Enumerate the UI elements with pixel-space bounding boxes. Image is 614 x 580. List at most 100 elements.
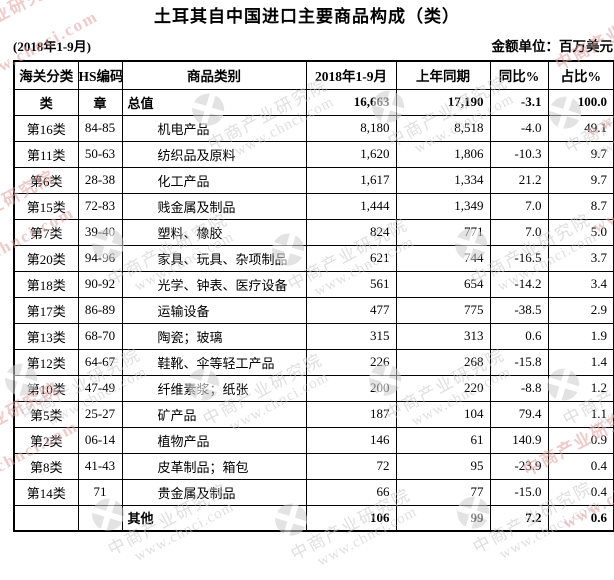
- cell-hs-chapter: 68-70: [77, 322, 123, 350]
- cell-category: 第13类: [13, 322, 79, 350]
- col-header-commodity-category: 商品类别: [121, 60, 307, 90]
- cell-value-prev: 1,334: [395, 166, 491, 194]
- cell-yoy-pct: 21.2: [489, 166, 549, 194]
- table-row: 第8类 41-43 皮革制品；箱包 72 95 -23.9 0.4: [13, 452, 614, 480]
- cell-category: 第16类: [13, 114, 79, 142]
- cell-hs-chapter: 25-27: [77, 400, 123, 428]
- cell-yoy-pct: 140.9: [489, 426, 549, 454]
- cell-share-pct: 9.7: [547, 166, 614, 194]
- cell-category: 第20类: [13, 244, 79, 272]
- cell-value-2018: 187: [305, 400, 397, 428]
- cell-share-pct: 1.9: [547, 322, 614, 350]
- col-header-hs-code: HS编码: [77, 60, 123, 90]
- header-row: 海关分类 HS编码 商品类别 2018年1-9月 上年同期 同比% 占比%: [13, 60, 614, 90]
- table-row: 第15类 72-83 贱金属及制品 1,444 1,349 7.0 8.7: [13, 192, 614, 220]
- cell-commodity-name: 植物产品: [121, 426, 307, 454]
- cell-category: 第10类: [13, 374, 79, 402]
- unit-note: 金额单位：百万美元: [491, 39, 614, 54]
- cell-yoy-pct: -38.5: [489, 296, 549, 324]
- cell-yoy-pct: -14.2: [489, 270, 549, 298]
- cell-share-pct: 49.1: [547, 114, 614, 142]
- col-header-share-pct: 占比%: [547, 60, 614, 90]
- cell-category: 第2类: [13, 426, 79, 454]
- cell-hs-chapter: 84-85: [77, 114, 123, 142]
- cell-commodity-name: 家具、玩具、杂项制品: [121, 244, 307, 272]
- cell-value-prev: 313: [395, 322, 491, 350]
- cell-value-2018: 1,617: [305, 166, 397, 194]
- cell-value-prev: 17,190: [395, 88, 491, 116]
- cell-value-2018: 1,444: [305, 192, 397, 220]
- cell-value-2018: 477: [305, 296, 397, 324]
- cell-share-pct: 5.0: [547, 218, 614, 246]
- cell-commodity-name: 皮革制品；箱包: [121, 452, 307, 480]
- cell-commodity-name: 贱金属及制品: [121, 192, 307, 220]
- table-row: 类 章 总值 16,663 17,190 -3.1 100.0: [13, 88, 614, 116]
- cell-value-prev: 771: [395, 218, 491, 246]
- cell-yoy-pct: -15.0: [489, 478, 549, 506]
- cell-category: 第15类: [13, 192, 79, 220]
- table-row: 第13类 68-70 陶瓷；玻璃 315 313 0.6 1.9: [13, 322, 614, 350]
- cell-value-2018: 200: [305, 374, 397, 402]
- cell-commodity-name: 总值: [121, 88, 307, 116]
- table-row: 第5类 25-27 矿产品 187 104 79.4 1.1: [13, 400, 614, 428]
- cell-yoy-pct: -23.9: [489, 452, 549, 480]
- cell-yoy-pct: -10.3: [489, 140, 549, 168]
- cell-hs-chapter: 41-43: [77, 452, 123, 480]
- cell-commodity-name: 塑料、橡胶: [121, 218, 307, 246]
- table-row: 第18类 90-92 光学、钟表、医疗设备 561 654 -14.2 3.4: [13, 270, 614, 298]
- cell-commodity-name: 陶瓷；玻璃: [121, 322, 307, 350]
- cell-category: 第5类: [13, 400, 79, 428]
- cell-hs-chapter: 64-67: [77, 348, 123, 376]
- cell-value-2018: 226: [305, 348, 397, 376]
- cell-category: [13, 504, 79, 532]
- cell-yoy-pct: 79.4: [489, 400, 549, 428]
- cell-share-pct: 3.4: [547, 270, 614, 298]
- cell-value-prev: 8,518: [395, 114, 491, 142]
- cell-share-pct: 3.7: [547, 244, 614, 272]
- table-row: 第16类 84-85 机电产品 8,180 8,518 -4.0 49.1: [13, 114, 614, 142]
- meta-row: (2018年1-9月) 金额单位：百万美元: [13, 35, 613, 55]
- cell-share-pct: 1.4: [547, 348, 614, 376]
- cell-yoy-pct: 7.2: [489, 504, 549, 532]
- cell-value-2018: 106: [305, 504, 397, 532]
- cell-hs-chapter: 94-96: [77, 244, 123, 272]
- cell-value-2018: 66: [305, 478, 397, 506]
- table-row: 第10类 47-49 纤维素浆；纸张 200 220 -8.8 1.2: [13, 374, 614, 402]
- table-row: 第11类 50-63 纺织品及原料 1,620 1,806 -10.3 9.7: [13, 140, 614, 168]
- table-body: 类 章 总值 16,663 17,190 -3.1 100.0 第16类 84-…: [13, 88, 614, 532]
- cell-value-prev: 77: [395, 478, 491, 506]
- table-row: 第17类 86-89 运输设备 477 775 -38.5 2.9: [13, 296, 614, 324]
- cell-commodity-name: 矿产品: [121, 400, 307, 428]
- cell-category: 类: [13, 88, 79, 116]
- cell-value-prev: 95: [395, 452, 491, 480]
- cell-category: 第17类: [13, 296, 79, 324]
- cell-hs-chapter: 90-92: [77, 270, 123, 298]
- period-note: (2018年1-9月): [13, 39, 91, 54]
- cell-category: 第7类: [13, 218, 79, 246]
- cell-share-pct: 0.9: [547, 426, 614, 454]
- cell-value-2018: 621: [305, 244, 397, 272]
- cell-value-2018: 315: [305, 322, 397, 350]
- table-row: 第14类 71 贵金属及制品 66 77 -15.0 0.4: [13, 478, 614, 506]
- cell-hs-chapter: 章: [77, 88, 123, 116]
- cell-value-2018: 561: [305, 270, 397, 298]
- cell-share-pct: 100.0: [547, 88, 614, 116]
- cell-hs-chapter: 28-38: [77, 166, 123, 194]
- col-header-prev-year: 上年同期: [395, 60, 491, 90]
- table-header: 海关分类 HS编码 商品类别 2018年1-9月 上年同期 同比% 占比%: [13, 60, 614, 90]
- cell-commodity-name: 贵金属及制品: [121, 478, 307, 506]
- table-row: 第7类 39-40 塑料、橡胶 824 771 7.0 5.0: [13, 218, 614, 246]
- cell-share-pct: 2.9: [547, 296, 614, 324]
- cell-yoy-pct: 0.6: [489, 322, 549, 350]
- col-header-yoy-pct: 同比%: [489, 60, 549, 90]
- cell-share-pct: 0.6: [547, 504, 614, 532]
- cell-yoy-pct: -4.0: [489, 114, 549, 142]
- cell-category: 第8类: [13, 452, 79, 480]
- cell-commodity-name: 运输设备: [121, 296, 307, 324]
- cell-value-2018: 146: [305, 426, 397, 454]
- cell-hs-chapter: 72-83: [77, 192, 123, 220]
- cell-hs-chapter: 50-63: [77, 140, 123, 168]
- col-header-customs-classification: 海关分类: [13, 60, 79, 90]
- cell-commodity-name: 纺织品及原料: [121, 140, 307, 168]
- cell-yoy-pct: -8.8: [489, 374, 549, 402]
